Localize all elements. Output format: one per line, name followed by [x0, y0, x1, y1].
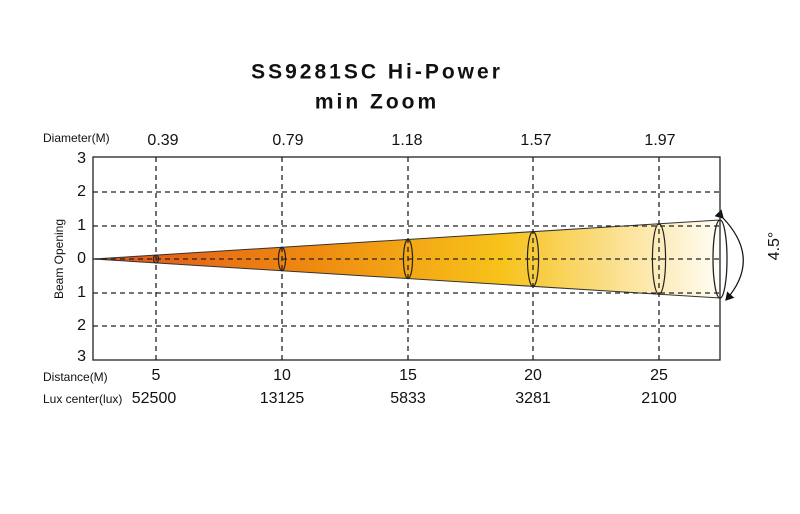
lux-label: Lux center(lux)	[43, 392, 122, 406]
distance-value: 20	[524, 367, 542, 384]
lux-value: 3281	[515, 390, 551, 407]
y-tick-label: 3	[77, 348, 86, 365]
diameter-value: 0.39	[147, 132, 178, 149]
distance-value: 25	[650, 367, 668, 384]
distance-value: 10	[273, 367, 291, 384]
lux-value: 2100	[641, 390, 677, 407]
grid	[93, 157, 720, 360]
diameter-value: 1.57	[520, 132, 551, 149]
beam-section	[152, 254, 160, 264]
distance-label: Distance(M)	[43, 370, 108, 384]
diameter-value: 1.18	[391, 132, 422, 149]
diameter-value: 1.97	[644, 132, 675, 149]
y-tick-label: 0	[77, 250, 86, 267]
diameter-label: Diameter(M)	[43, 131, 110, 145]
beam-cone	[93, 220, 720, 298]
lux-value: 13125	[260, 390, 305, 407]
y-tick-label: 2	[77, 183, 86, 200]
angle-arc	[714, 209, 744, 301]
beam-section	[651, 223, 667, 295]
y-tick-label: 2	[77, 317, 86, 334]
beam-label: Beam Opening	[52, 219, 66, 299]
y-tick-label: 1	[77, 284, 86, 301]
lux-value: 52500	[132, 390, 177, 407]
beam-edge	[92, 258, 721, 299]
y-tick-label: 1	[77, 217, 86, 234]
y-tick-label: 3	[77, 150, 86, 167]
title: SS9281SC Hi-Power	[251, 61, 503, 84]
beam-section	[277, 246, 287, 272]
lux-value: 5833	[390, 390, 426, 407]
distance-value: 15	[399, 367, 417, 384]
angle-label: 4.5°	[766, 232, 783, 261]
subtitle: min Zoom	[315, 91, 439, 114]
beam-section	[402, 238, 414, 280]
beam-section	[526, 231, 540, 287]
diameter-value: 0.79	[272, 132, 303, 149]
plot-frame	[92, 156, 721, 361]
distance-value: 5	[152, 367, 161, 384]
